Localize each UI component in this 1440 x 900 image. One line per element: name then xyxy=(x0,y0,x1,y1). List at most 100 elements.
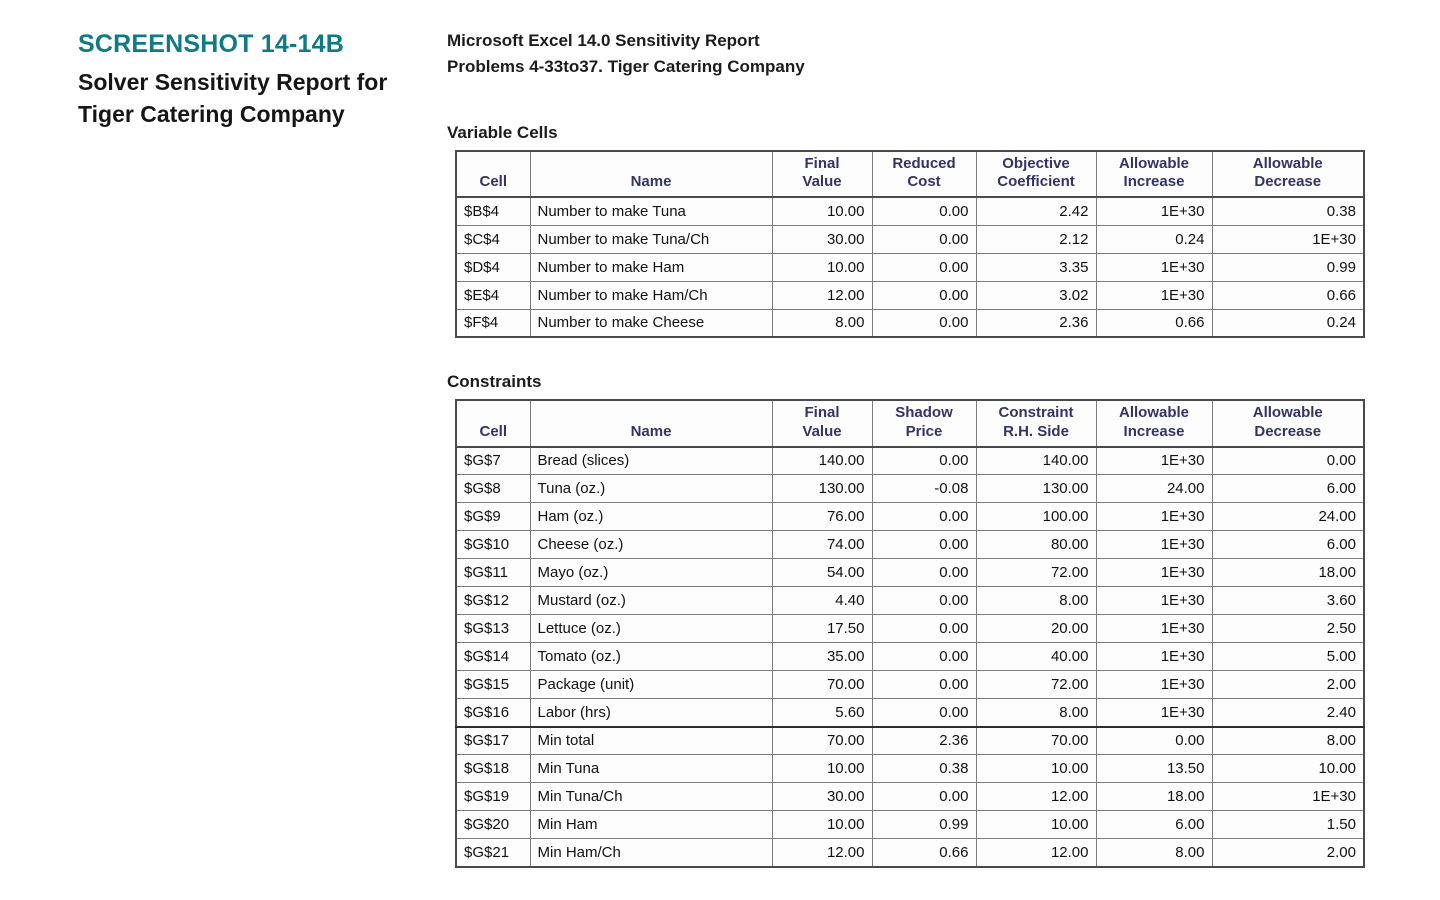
row-name: Number to make Ham/Ch xyxy=(529,280,773,310)
row-name: Min Tuna/Ch xyxy=(529,782,773,812)
value-cell: 0.99 xyxy=(871,810,977,840)
value-cell: 10.00 xyxy=(1211,754,1365,784)
value-cell: 0.00 xyxy=(1211,446,1365,476)
value-cell: 1E+30 xyxy=(1095,558,1213,588)
value-cell: 0.66 xyxy=(871,838,977,868)
cell-ref: $G$15 xyxy=(455,670,531,700)
row-name: Min Tuna xyxy=(529,754,773,784)
row-name: Number to make Tuna/Ch xyxy=(529,224,773,254)
report-title: Microsoft Excel 14.0 Sensitivity Report xyxy=(447,31,760,50)
table-row: $G$14 Tomato (oz.) 35.00 0.00 40.00 1E+30 5.00 xyxy=(455,642,1365,672)
value-cell: 5.60 xyxy=(771,698,873,728)
value-cell: 18.00 xyxy=(1095,782,1213,812)
value-cell: 35.00 xyxy=(771,642,873,672)
value-cell: 6.00 xyxy=(1211,530,1365,560)
cell-ref: $G$10 xyxy=(455,530,531,560)
value-cell: 0.66 xyxy=(1095,308,1213,338)
value-cell: 40.00 xyxy=(975,642,1097,672)
value-cell: 0.00 xyxy=(871,782,977,812)
value-cell: 30.00 xyxy=(771,224,873,254)
value-cell: 8.00 xyxy=(975,586,1097,616)
row-name: Cheese (oz.) xyxy=(529,530,773,560)
cell-ref: $G$20 xyxy=(455,810,531,840)
value-cell: 1E+30 xyxy=(1211,782,1365,812)
table-row: $G$18 Min Tuna 10.00 0.38 10.00 13.50 10.00 xyxy=(455,754,1365,784)
cell-ref: $G$16 xyxy=(455,698,531,728)
table-row: $G$9 Ham (oz.) 76.00 0.00 100.00 1E+30 24.00 xyxy=(455,502,1365,532)
column-header: Allowable Decrease xyxy=(1211,399,1365,448)
column-header: Allowable Increase xyxy=(1095,399,1213,448)
value-cell: 0.38 xyxy=(1211,196,1365,226)
column-header: Cell xyxy=(455,399,531,448)
row-name: Number to make Tuna xyxy=(529,196,773,226)
header-row: Cell Name Final Value Reduced Cost Objective… xyxy=(455,150,1365,199)
table-row: $G$10 Cheese (oz.) 74.00 0.00 80.00 1E+30 6.00 xyxy=(455,530,1365,560)
value-cell: 72.00 xyxy=(975,670,1097,700)
value-cell: 0.00 xyxy=(871,502,977,532)
row-name: Tomato (oz.) xyxy=(529,642,773,672)
value-cell: 2.50 xyxy=(1211,614,1365,644)
value-cell: 12.00 xyxy=(771,838,873,868)
value-cell: 0.00 xyxy=(871,558,977,588)
value-cell: 3.60 xyxy=(1211,586,1365,616)
table-row: $G$16 Labor (hrs) 5.60 0.00 8.00 1E+30 2.40 xyxy=(455,698,1365,728)
value-cell: 24.00 xyxy=(1095,474,1213,504)
value-cell: 70.00 xyxy=(975,726,1097,756)
value-cell: 0.00 xyxy=(871,308,977,338)
table-row: $G$11 Mayo (oz.) 54.00 0.00 72.00 1E+30 18.00 xyxy=(455,558,1365,588)
cell-ref: $B$4 xyxy=(455,196,531,226)
variable-cells-table: Cell Name Final Value Reduced Cost Objective… xyxy=(455,149,1365,339)
value-cell: 8.00 xyxy=(771,308,873,338)
value-cell: 1E+30 xyxy=(1095,502,1213,532)
row-name: Mayo (oz.) xyxy=(529,558,773,588)
value-cell: 72.00 xyxy=(975,558,1097,588)
value-cell: 1E+30 xyxy=(1095,446,1213,476)
value-cell: 2.00 xyxy=(1211,838,1365,868)
column-header: Reduced Cost xyxy=(871,150,977,199)
column-header: Allowable Increase xyxy=(1095,150,1213,199)
value-cell: 1.50 xyxy=(1211,810,1365,840)
value-cell: 76.00 xyxy=(771,502,873,532)
value-cell: 24.00 xyxy=(1211,502,1365,532)
value-cell: 70.00 xyxy=(771,726,873,756)
table-row: $D$4 Number to make Ham 10.00 0.00 3.35 1E+30… xyxy=(455,252,1365,282)
column-header: Name xyxy=(529,150,773,199)
column-header: Allowable Decrease xyxy=(1211,150,1365,199)
cell-ref: $G$19 xyxy=(455,782,531,812)
value-cell: 13.50 xyxy=(1095,754,1213,784)
value-cell: 1E+30 xyxy=(1211,224,1365,254)
value-cell: 0.00 xyxy=(871,446,977,476)
value-cell: 0.24 xyxy=(1095,224,1213,254)
row-name: Min Ham/Ch xyxy=(529,838,773,868)
table-row: $G$12 Mustard (oz.) 4.40 0.00 8.00 1E+30 3.60 xyxy=(455,586,1365,616)
value-cell: 0.66 xyxy=(1211,280,1365,310)
cell-ref: $G$18 xyxy=(455,754,531,784)
cell-ref: $G$14 xyxy=(455,642,531,672)
value-cell: 140.00 xyxy=(771,446,873,476)
row-name: Number to make Ham xyxy=(529,252,773,282)
table-row: $G$13 Lettuce (oz.) 17.50 0.00 20.00 1E+30 2.5… xyxy=(455,614,1365,644)
row-name: Tuna (oz.) xyxy=(529,474,773,504)
value-cell: 6.00 xyxy=(1095,810,1213,840)
value-cell: 1E+30 xyxy=(1095,586,1213,616)
value-cell: 1E+30 xyxy=(1095,280,1213,310)
value-cell: 10.00 xyxy=(771,754,873,784)
value-cell: 70.00 xyxy=(771,670,873,700)
table-row: $F$4 Number to make Cheese 8.00 0.00 2.36 0.6… xyxy=(455,308,1365,338)
table-row: $B$4 Number to make Tuna 10.00 0.00 2.42 1E+3… xyxy=(455,196,1365,226)
cell-ref: $C$4 xyxy=(455,224,531,254)
table-row: $G$15 Package (unit) 70.00 0.00 72.00 1E+30 2.… xyxy=(455,670,1365,700)
value-cell: 3.02 xyxy=(975,280,1097,310)
value-cell: 0.00 xyxy=(871,252,977,282)
cell-ref: $G$9 xyxy=(455,502,531,532)
row-name: Mustard (oz.) xyxy=(529,586,773,616)
value-cell: 2.36 xyxy=(871,726,977,756)
cell-ref: $G$13 xyxy=(455,614,531,644)
row-name: Min Ham xyxy=(529,810,773,840)
constraints-label: Constraints xyxy=(447,372,542,392)
column-header: Cell xyxy=(455,150,531,199)
value-cell: 0.00 xyxy=(871,586,977,616)
cell-ref: $E$4 xyxy=(455,280,531,310)
column-header: Final Value xyxy=(771,399,873,448)
value-cell: 1E+30 xyxy=(1095,698,1213,728)
